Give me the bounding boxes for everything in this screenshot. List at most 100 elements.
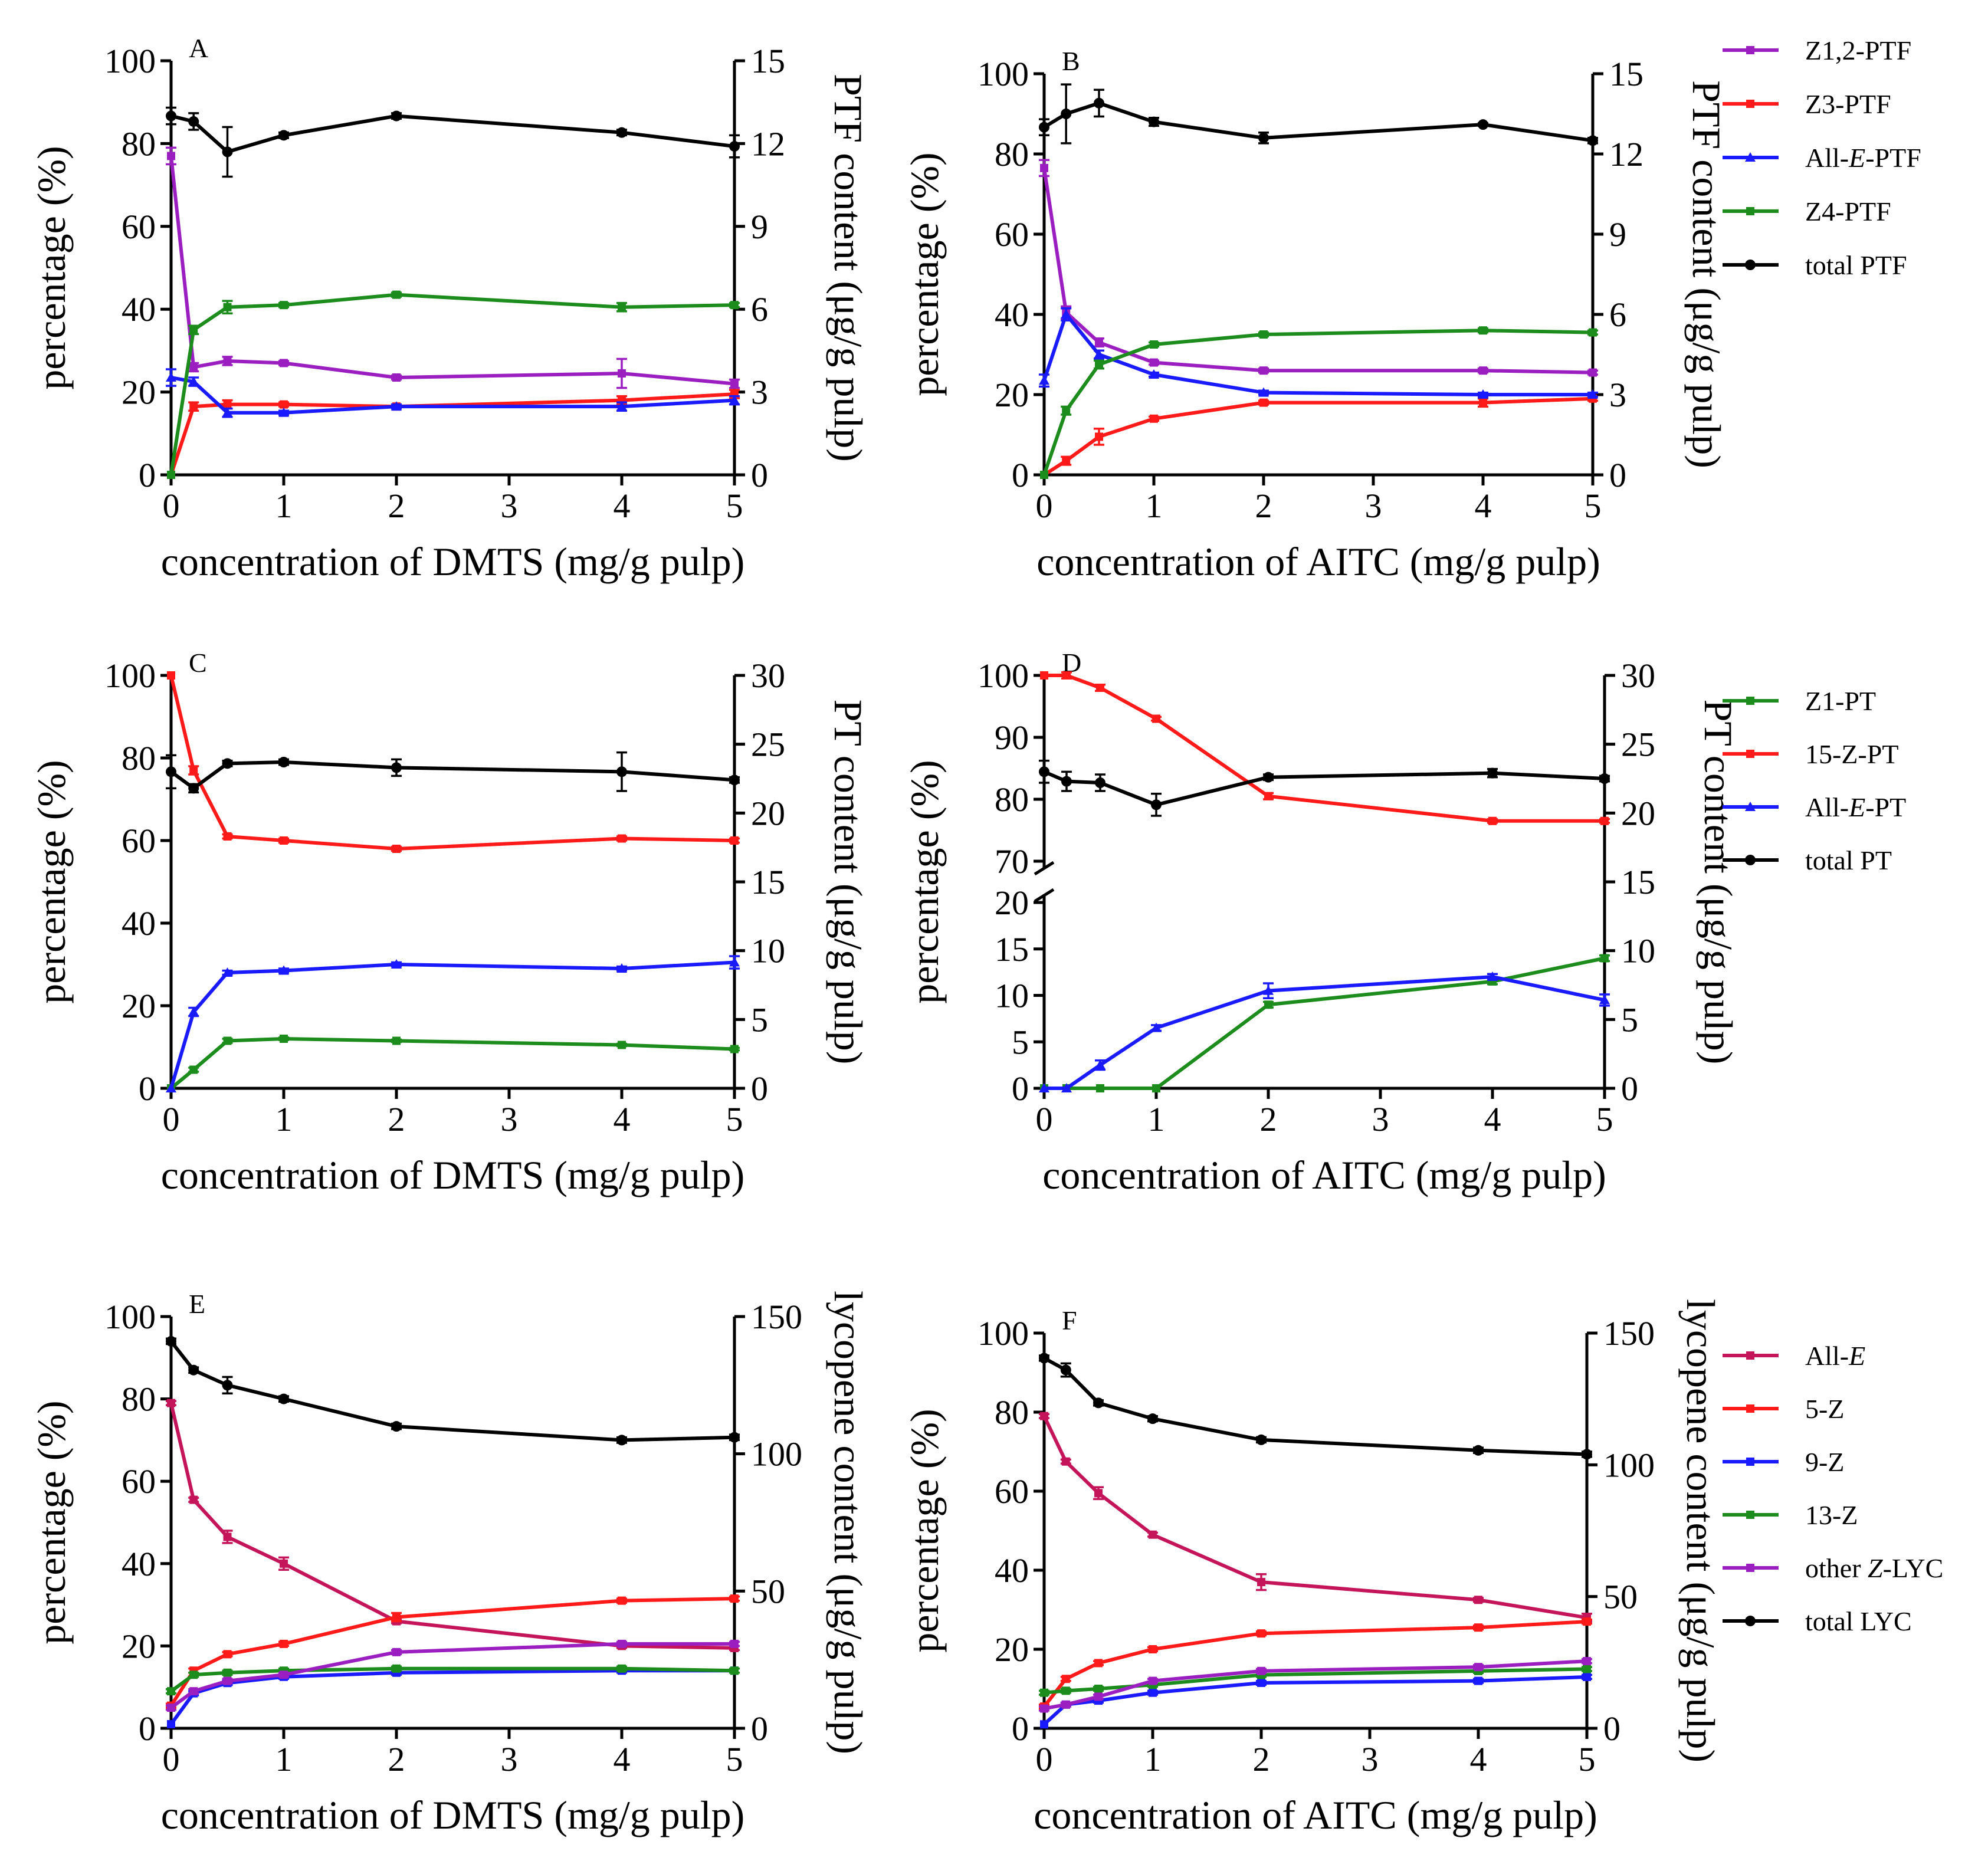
marker-total-lyc [616,1435,627,1446]
marker-z1-pt [1264,1000,1272,1009]
marker-all-e-ptf [1258,387,1269,397]
y2-tick-label: 15 [1609,55,1643,93]
marker-all-e [1746,1351,1754,1360]
marker-all-e [1094,1489,1103,1498]
marker-13-z [1094,1685,1103,1693]
marker-5-z [1061,1675,1070,1683]
marker-13-z [189,1670,198,1679]
marker-total-ptf [222,146,233,157]
marker-9-z [167,1720,175,1729]
x-axis-title: concentration of DMTS (mg/g pulp) [161,1793,745,1837]
panel-E: E 0 20 40 60 80 100 percentage (%) 0 1 2 3 4 5 concent… [29,1289,871,1837]
y2-tick-label: 25 [751,726,785,764]
marker-z1-pt [280,1035,288,1043]
x-tick-label: 1 [1146,487,1163,525]
series-line-total-pt [1043,770,1605,807]
y2-axis-title: PTF content (μg/g pulp) [826,74,871,462]
marker-15-z-pt [392,845,401,853]
marker-all-e-ptf [278,407,289,417]
y-tick-label: 20 [995,884,1029,922]
marker-z3-ptf [1095,432,1103,441]
y-tick-label: 20 [995,1630,1029,1669]
series-line-all-e-pt [169,960,735,1089]
y2-tick-label: 12 [1609,135,1643,173]
legend-text-italic: E [1848,792,1865,822]
legend-label: Z1,2-PTF [1805,35,1911,65]
marker-z4-ptf [1062,406,1071,415]
marker-all-e-ptf [391,401,402,411]
marker-other-z-lyc [1094,1692,1103,1701]
marker-total-lyc [729,1432,740,1443]
marker-total-ptf [729,141,740,152]
marker-all-e [280,1559,288,1568]
marker-all-e-pt [166,1083,176,1092]
marker-z4-ptf [1259,330,1268,339]
y2-tick-label: 0 [1603,1709,1620,1748]
x-axis-title: concentration of DMTS (mg/g pulp) [161,539,745,584]
marker-9-z [1583,1672,1591,1681]
x-tick-label: 4 [614,487,631,525]
x-tick-label: 4 [1470,1740,1487,1778]
legend-label: total PT [1805,845,1892,875]
legend-label: 13-Z [1805,1500,1858,1530]
legend-text: total PTF [1805,250,1907,280]
marker-total-lyc [166,1335,176,1347]
legend-label: All-E-PTF [1805,143,1921,173]
marker-13-z [730,1666,739,1675]
series-line-total-lyc [1043,1356,1587,1456]
x-tick-label: 4 [1475,487,1492,525]
marker-z1-2-ptf [1150,358,1158,367]
x-tick-label: 0 [1036,1740,1053,1778]
y-tick-label: 60 [122,1462,156,1501]
series-line-all-e-pt [1044,975,1605,1090]
marker-other-z-lyc [1061,1700,1070,1709]
marker-z1-2-ptf [1589,368,1597,377]
series-line-z1-2-ptf [169,156,735,386]
y-tick-label: 0 [139,1069,156,1108]
marker-total-lyc [188,1364,199,1376]
marker-15-z-pt [618,834,626,843]
marker-total-ptf [188,116,199,127]
y2-tick-label: 100 [1603,1446,1655,1484]
marker-other-z-lyc [1040,1704,1048,1713]
legend-text: All- [1805,1341,1849,1371]
marker-all-e-pt [729,957,740,967]
y-tick-label: 90 [995,718,1029,757]
x-tick-label: 3 [501,487,518,525]
y2-tick-label: 0 [751,456,768,494]
y-tick-label: 100 [977,1314,1029,1353]
series-line-all-e [1042,1415,1587,1620]
legend-text: All- [1805,143,1849,173]
y-axis-title: percentage (%) [29,146,74,389]
y-tick-label: 60 [995,1472,1029,1511]
marker-all-e-pt [1061,1083,1072,1092]
legend-ptf: Z1,2-PTF Z3-PTF All-E-PTF Z4-PTF total PTF [1723,35,1921,280]
marker-all-e-ptf [616,401,627,411]
marker-z3-ptf [280,400,288,409]
marker-9-z [1040,1720,1048,1729]
marker-z4-ptf [1095,360,1103,369]
marker-total-lyc [1745,1616,1756,1626]
y-tick-label: 40 [122,290,156,329]
marker-total-lyc [1093,1397,1104,1409]
legend-label: Z1-PT [1805,686,1876,716]
y-tick-label: 100 [104,42,156,80]
x-tick-label: 3 [1362,1740,1379,1778]
marker-z3-ptf [189,402,198,411]
y2-tick-label: 9 [1609,215,1626,254]
x-tick-label: 5 [1579,1740,1596,1778]
marker-total-ptf [391,110,402,122]
panel-F: F 0 20 40 60 80 100 percentage (%) 0 1 2 3 4 5 concent… [902,1299,1723,1837]
marker-total-lyc [1582,1449,1592,1460]
series-line-total-ptf [170,114,735,154]
marker-all-e [1149,1530,1157,1539]
panel-label: B [1062,46,1080,76]
marker-total-ptf [1587,135,1598,146]
marker-z4-ptf [167,471,175,479]
x-tick-label: 2 [388,1100,405,1138]
y2-tick-label: 0 [751,1709,768,1748]
legend-label: total PTF [1805,250,1907,280]
marker-all-e-pt [616,963,627,973]
y-tick-label: 20 [122,373,156,412]
